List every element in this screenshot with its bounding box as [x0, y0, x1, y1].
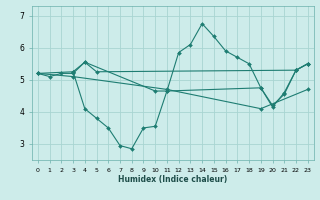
X-axis label: Humidex (Indice chaleur): Humidex (Indice chaleur) — [118, 175, 228, 184]
